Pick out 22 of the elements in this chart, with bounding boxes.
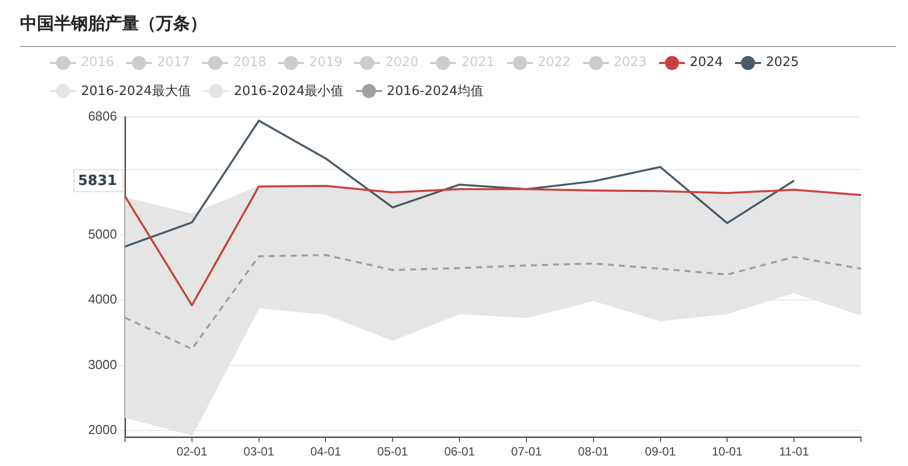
legend-label: 2025	[766, 54, 799, 72]
text: 5831	[78, 173, 117, 190]
y-tick-label: 3000	[88, 356, 117, 372]
x-tick-label: 07-01	[511, 444, 542, 459]
y-tick-label: 6806	[88, 108, 117, 124]
chart-title: 中国半钢胎产量（万条）	[20, 13, 207, 35]
legend-label: 2016-2024均值	[386, 82, 484, 100]
y-tick-label: 5000	[88, 226, 117, 242]
x-tick-label: 11-01	[779, 444, 810, 459]
x-tick-label: 06-01	[444, 444, 476, 459]
y-tick-label: 2000	[88, 422, 117, 438]
x-tick-label: 04-01	[310, 444, 342, 459]
legend-label: 2024	[690, 54, 723, 72]
x-tick-label: 08-01	[578, 444, 610, 459]
x-tick-label: 03-01	[243, 444, 274, 459]
x-tick-label: 10-01	[712, 444, 743, 459]
legend-label: 2016-2024最大值	[81, 82, 191, 100]
legend-label: 2016-2024最小值	[234, 82, 344, 100]
x-tick-label: 05-01	[377, 444, 408, 459]
y-tick-label: 4000	[88, 292, 117, 307]
x-tick-label: 02-01	[176, 444, 208, 459]
x-tick-label: 09-01	[644, 444, 676, 459]
